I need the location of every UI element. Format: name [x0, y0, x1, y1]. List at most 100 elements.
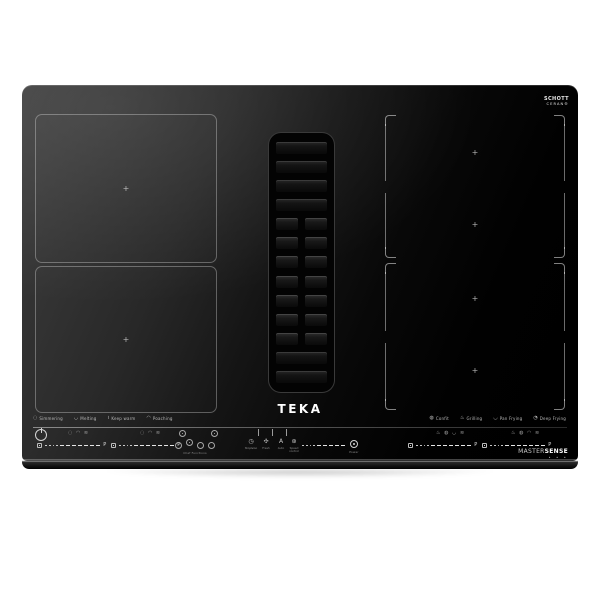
slider-mark — [134, 444, 139, 447]
schott-ceran-line2: CERAN® — [546, 102, 569, 107]
power-slider-left-2[interactable]: P — [111, 442, 180, 449]
lock-key[interactable] — [211, 430, 218, 437]
chef-function-label: Melting — [80, 415, 97, 421]
pause-key[interactable] — [179, 430, 186, 437]
hood-key-label: Stop&Go — [244, 446, 258, 450]
chef-function-key-keep-warm[interactable]: ≀ Keep warm — [107, 416, 135, 421]
slider-mark — [419, 444, 422, 447]
zone-select-icon — [37, 443, 42, 448]
zone-outline-segment — [564, 192, 565, 249]
slider-mark — [501, 444, 504, 447]
slider-mark — [146, 444, 151, 447]
slider-mark — [423, 444, 426, 447]
extractor-slat — [276, 161, 327, 174]
hood-auto-key[interactable]: A Auto — [273, 439, 289, 450]
induction-hob: SCHOTT CERAN® + + + + + + TEKA ◌ Simmeri… — [22, 85, 578, 461]
hood-power-key[interactable] — [350, 440, 358, 448]
zone-outline-segment — [385, 247, 396, 258]
slider-mark — [467, 444, 472, 447]
slider-mark — [90, 444, 95, 447]
chef-function-label: Poaching — [152, 415, 173, 421]
slider-mark — [48, 444, 51, 447]
slider-mark — [493, 444, 496, 447]
hood-power-label: Power — [349, 450, 359, 454]
slider-mark — [443, 444, 448, 447]
slider-mark — [497, 444, 500, 447]
slider-mark — [529, 444, 534, 447]
slider-mark — [170, 444, 175, 447]
chef-function-label: Confit — [435, 415, 449, 421]
chef-functions-right-row: ◍ Confit ♨ Grilling ◡ Pan Frying ◔ Deep … — [430, 416, 567, 421]
chef-function-label: Simmering — [39, 415, 63, 421]
auto-mode-icon: A — [278, 438, 284, 445]
extractor-slat — [276, 142, 327, 154]
extractor-slat-segment — [304, 332, 327, 345]
mastersense-badge: MASTERSENSE • • • — [518, 448, 568, 461]
slider-mark — [122, 444, 125, 447]
slider-mark — [461, 444, 466, 447]
slider-scale — [302, 444, 346, 447]
chef-function-label: Grilling — [466, 415, 483, 421]
slider-mark — [517, 444, 522, 447]
slider-mark — [505, 444, 510, 447]
schott-ceran-line1: SCHOTT — [543, 96, 569, 102]
flex-zone-right-top: + + — [385, 115, 565, 258]
chef-function-key-pan-frying[interactable]: ◡ Pan Frying — [493, 416, 522, 421]
slider-scale — [490, 444, 546, 447]
stopgo-icon: ◷ — [248, 438, 254, 445]
chef-function-key-melting[interactable]: ◡ Melting — [74, 416, 97, 421]
slider-mark — [126, 444, 129, 447]
zone-select-icon — [408, 443, 413, 448]
zone-outline-segment — [554, 115, 565, 126]
chef-function-key-grilling[interactable]: ♨ Grilling — [460, 416, 482, 421]
deep-frying-icon: ◔ — [533, 415, 538, 421]
confit-icon: ◍ — [429, 415, 434, 421]
zone-center-marker: + — [471, 219, 479, 229]
slider-mark — [313, 444, 316, 447]
extractor-slat — [276, 275, 327, 288]
cookware-icons: ◌ ◠ ≋ — [140, 430, 162, 436]
extractor-slat-segment — [276, 237, 299, 250]
melting-icon: ◡ — [73, 415, 79, 421]
slider-mark — [427, 444, 430, 447]
slider-mark — [449, 444, 454, 447]
slider-mark — [56, 444, 59, 447]
extractor-slat-segment — [304, 218, 327, 231]
zone-outline-segment — [385, 272, 386, 331]
function-key[interactable] — [175, 442, 182, 449]
chef-function-key-simmering[interactable]: ◌ Simmering — [33, 416, 63, 421]
power-slider-right-1[interactable]: P — [408, 442, 477, 449]
extractor-slat-segment — [276, 313, 299, 326]
slider-scale — [119, 444, 175, 447]
mastersense-dots: • • • — [548, 455, 568, 460]
zone-select-icon — [482, 443, 487, 448]
slider-scale — [416, 444, 472, 447]
function-key[interactable] — [197, 442, 204, 449]
function-key[interactable] — [208, 442, 215, 449]
slider-mark — [130, 444, 133, 447]
power-slider-left-1[interactable]: P — [37, 442, 106, 449]
zone-outline-segment — [385, 192, 386, 249]
slider-mark — [45, 444, 47, 447]
power-icon — [41, 428, 42, 433]
slider-mark — [164, 444, 169, 447]
chef-function-key-deep-frying[interactable]: ◔ Deep Frying — [533, 416, 566, 421]
zone-outline-segment — [564, 272, 565, 331]
slider-mark — [541, 444, 546, 447]
hood-fresh-key[interactable]: ✣ Fresh — [258, 439, 274, 450]
extractor-slat — [276, 218, 327, 231]
power-slider-right-2[interactable]: P — [482, 442, 551, 449]
hood-speed-slider[interactable] — [302, 442, 346, 449]
zone-center-marker: + — [122, 183, 130, 193]
zone-outline-segment — [385, 263, 396, 274]
filter-indicator-bar — [286, 429, 287, 436]
function-key[interactable] — [186, 439, 193, 446]
slider-mark — [341, 444, 346, 447]
power-button[interactable] — [35, 428, 47, 441]
chef-function-key-poaching[interactable]: ◠ Poaching — [147, 416, 173, 421]
hood-speed-key[interactable]: ⊛ Speed control — [286, 439, 302, 453]
hood-stopgo-key[interactable]: ◷ Stop&Go — [243, 439, 259, 450]
chef-function-key-confit[interactable]: ◍ Confit — [430, 416, 449, 421]
zone-outline-segment — [554, 399, 565, 410]
schott-ceran-logo: SCHOTT CERAN® — [544, 96, 569, 107]
